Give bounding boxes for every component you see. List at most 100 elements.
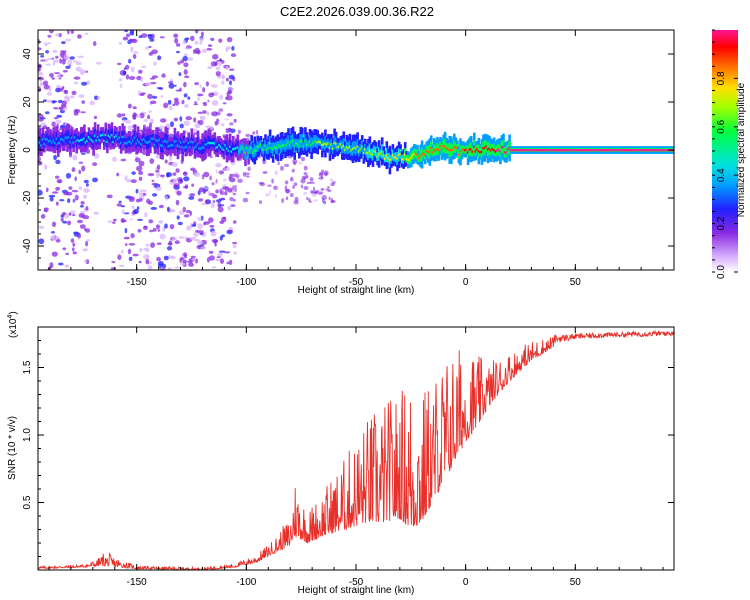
noise-speckle bbox=[122, 70, 127, 76]
noise-speckle bbox=[197, 240, 204, 245]
noise-speckle bbox=[321, 169, 324, 174]
noise-speckle bbox=[71, 167, 76, 173]
noise-speckle bbox=[221, 234, 225, 238]
noise-speckle bbox=[211, 182, 215, 186]
noise-speckle bbox=[211, 266, 217, 269]
noise-speckle bbox=[148, 110, 152, 113]
noise-speckle bbox=[156, 242, 162, 245]
noise-speckle bbox=[234, 187, 237, 192]
noise-speckle bbox=[137, 229, 142, 233]
noise-speckle bbox=[142, 192, 147, 196]
noise-speckle bbox=[181, 99, 185, 105]
ridge-core bbox=[210, 141, 214, 145]
noise-speckle bbox=[128, 76, 136, 80]
noise-speckle bbox=[107, 220, 114, 223]
noise-speckle bbox=[224, 118, 230, 121]
ridge-core bbox=[313, 140, 316, 143]
noise-speckle bbox=[85, 70, 89, 73]
noise-speckle bbox=[141, 33, 148, 38]
ridge-core bbox=[522, 149, 525, 152]
ridge-core bbox=[585, 149, 588, 152]
ridge-core bbox=[425, 149, 428, 152]
ridge-core bbox=[562, 149, 565, 152]
noise-speckle bbox=[199, 37, 204, 43]
noise-speckle bbox=[124, 175, 128, 182]
ridge-core bbox=[242, 148, 246, 151]
spectrogram-xlabel: Height of straight line (km) bbox=[298, 285, 415, 296]
noise-speckle bbox=[53, 59, 59, 63]
spectrogram-ytick-label: 40 bbox=[22, 48, 33, 60]
noise-speckle bbox=[65, 65, 71, 69]
noise-speckle bbox=[197, 217, 202, 221]
noise-speckle bbox=[135, 188, 139, 194]
ridge-core bbox=[625, 149, 628, 152]
ridge-core bbox=[620, 149, 623, 152]
ridge-core bbox=[488, 147, 491, 151]
noise-speckle bbox=[205, 200, 209, 204]
noise-speckle bbox=[85, 228, 91, 233]
ridge-core bbox=[450, 149, 453, 152]
noise-speckle bbox=[182, 259, 187, 264]
ridge-core bbox=[503, 151, 507, 154]
noise-speckle bbox=[218, 250, 226, 253]
noise-speckle bbox=[150, 81, 157, 85]
noise-speckle bbox=[72, 242, 76, 247]
ridge-core bbox=[482, 147, 485, 150]
noise-speckle bbox=[292, 185, 296, 189]
spectrogram-panel: -150 -100 -50 0 50 -40 -20 0 20 40 Height of stra… bbox=[7, 29, 675, 296]
ridge-core bbox=[192, 141, 195, 144]
noise-speckle bbox=[216, 256, 221, 259]
noise-speckle bbox=[215, 169, 218, 174]
noise-speckle bbox=[145, 46, 149, 50]
ridge-core bbox=[525, 149, 528, 152]
noise-speckle bbox=[208, 255, 215, 261]
noise-speckle bbox=[171, 237, 178, 241]
ridge-core bbox=[651, 149, 654, 152]
noise-speckle bbox=[245, 191, 250, 195]
noise-speckle bbox=[179, 116, 183, 122]
noise-speckle bbox=[176, 43, 181, 47]
noise-speckle bbox=[70, 30, 74, 34]
ridge-core bbox=[385, 154, 389, 157]
ridge-core bbox=[517, 149, 521, 152]
noise-speckle bbox=[52, 49, 58, 54]
noise-speckle bbox=[182, 40, 187, 45]
noise-speckle bbox=[146, 198, 151, 204]
noise-speckle bbox=[143, 119, 149, 122]
ridge-core bbox=[446, 147, 450, 151]
noise-speckle bbox=[159, 36, 165, 39]
ridge-core bbox=[316, 141, 319, 144]
ridge-core bbox=[139, 143, 143, 146]
noise-speckle bbox=[46, 57, 53, 61]
ridge-core bbox=[551, 149, 554, 152]
noise-speckle bbox=[160, 95, 164, 98]
ridge-core bbox=[185, 145, 189, 148]
noise-speckle bbox=[78, 169, 81, 175]
ridge-core bbox=[380, 150, 384, 153]
noise-speckle bbox=[112, 156, 117, 162]
noise-speckle bbox=[134, 157, 141, 163]
noise-speckle bbox=[127, 248, 132, 255]
ridge-core bbox=[84, 141, 88, 144]
ridge-core bbox=[321, 143, 324, 147]
noise-speckle bbox=[220, 258, 224, 264]
noise-speckle bbox=[242, 197, 249, 203]
ridge-core bbox=[273, 145, 276, 148]
noise-speckle bbox=[233, 118, 237, 123]
ridge-core bbox=[422, 152, 425, 155]
ridge-core bbox=[368, 149, 372, 153]
ridge-core bbox=[445, 147, 448, 150]
ridge-core bbox=[508, 147, 511, 150]
ridge-core bbox=[325, 143, 329, 146]
ridge-core bbox=[307, 143, 310, 146]
ridge-core bbox=[124, 142, 128, 145]
noise-speckle bbox=[145, 247, 150, 253]
noise-speckle bbox=[124, 228, 128, 234]
noise-speckle bbox=[130, 218, 133, 221]
ridge-core bbox=[611, 149, 614, 152]
noise-speckle bbox=[156, 257, 162, 262]
ridge-core bbox=[654, 149, 657, 152]
noise-speckle bbox=[79, 69, 86, 74]
ridge-core bbox=[202, 146, 206, 150]
noise-speckle bbox=[83, 194, 88, 199]
